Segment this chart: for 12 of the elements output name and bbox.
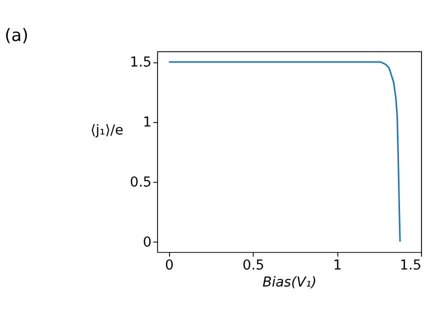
y-tick-label: 0 <box>142 234 152 250</box>
y-axis-title: ⟨j₁⟩/e <box>90 122 124 139</box>
x-tick-label: 0 <box>164 257 174 274</box>
x-tick-label: 1 <box>333 257 342 274</box>
line-series <box>168 61 401 242</box>
y-tick-label: 1.5 <box>130 54 152 71</box>
y-tick-label: 0.5 <box>130 174 152 190</box>
x-tick-label: 0.5 <box>242 257 264 274</box>
y-tick-label: 1 <box>142 114 152 131</box>
x-tick-label: 1.5 <box>400 257 422 274</box>
text: (a) <box>4 26 28 46</box>
x-axis-title: Bias(V₁) <box>262 274 317 291</box>
